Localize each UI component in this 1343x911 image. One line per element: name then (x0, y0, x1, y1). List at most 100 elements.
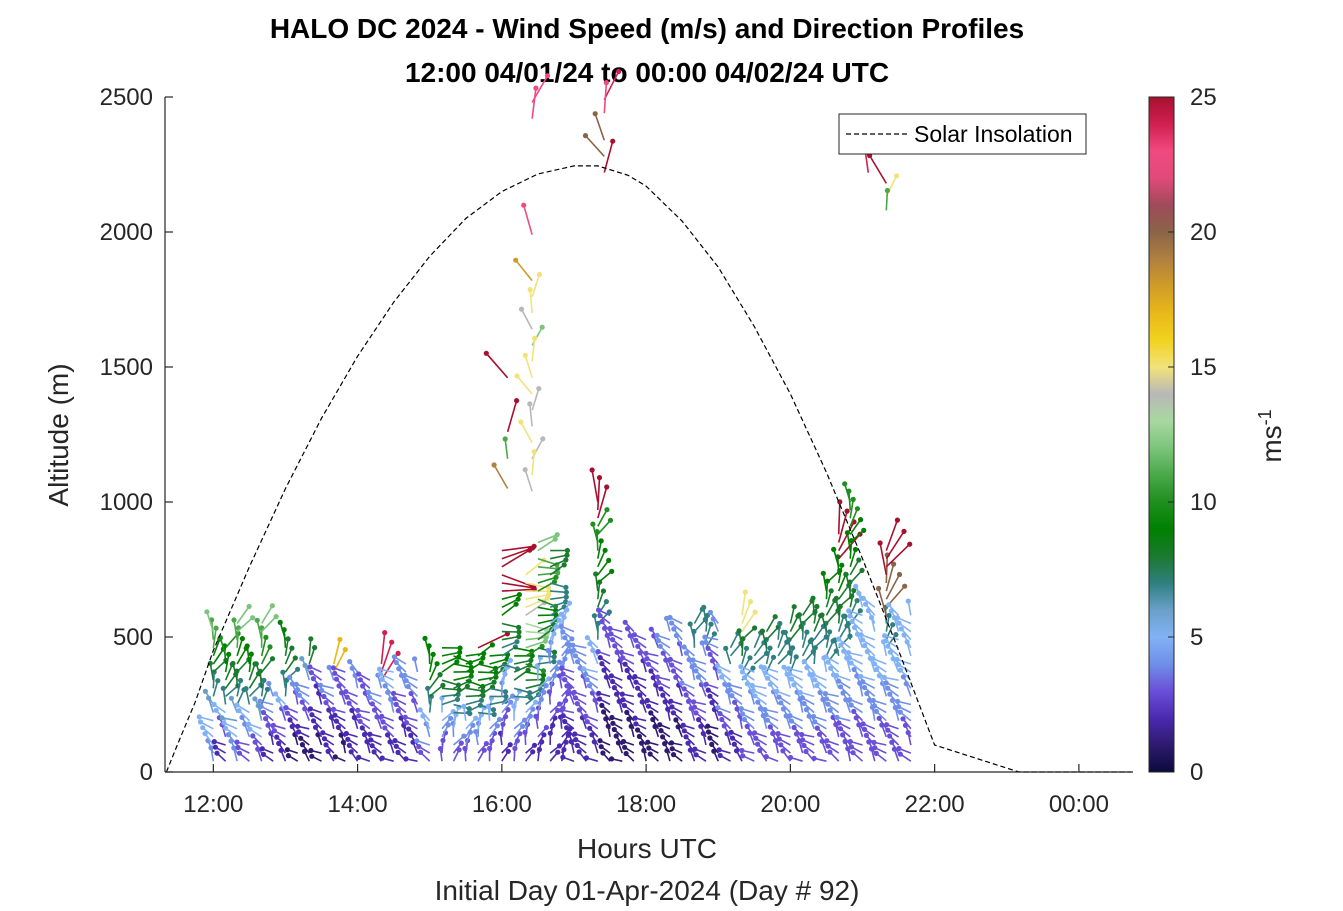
wind-barb-head (522, 467, 528, 473)
wind-barb-head (816, 731, 823, 737)
wind-barb-head (590, 521, 596, 527)
wind-barb-head (307, 706, 313, 712)
wind-barb-shaft (525, 601, 545, 617)
wind-barb-shaft (597, 540, 602, 559)
wind-barb-head (564, 725, 570, 731)
wind-barb-shaft (801, 600, 813, 616)
wind-barb-head (491, 711, 497, 718)
wind-barb-head (571, 647, 577, 654)
wind-barb-shaft (810, 639, 815, 657)
wind-barb-head (346, 700, 352, 706)
wind-barb-shaft (812, 598, 815, 616)
wind-barb-head (897, 751, 903, 757)
wind-barb-head (738, 706, 744, 712)
wind-barb-shaft (525, 630, 548, 635)
wind-barb-shaft (741, 611, 756, 633)
wind-barb-head (496, 716, 503, 723)
wind-barb-head (292, 655, 298, 661)
wind-barb-shaft (537, 655, 555, 658)
wind-barb-shaft (525, 671, 544, 676)
wind-barb-shaft (550, 596, 567, 600)
wind-barb-head (252, 739, 258, 745)
wind-barb-shaft (845, 574, 852, 592)
wind-barb-shaft (813, 636, 827, 649)
wind-barb-head (845, 650, 852, 656)
wind-barb-shaft (537, 618, 556, 625)
wind-barb-shaft (596, 477, 601, 511)
wind-barb-head (395, 749, 401, 756)
wind-barb-head (719, 716, 725, 723)
wind-barb-head (803, 707, 810, 713)
wind-barb-shaft (885, 190, 889, 211)
wind-barb-head (348, 749, 354, 755)
wind-barb-head (680, 722, 686, 728)
wind-barb-head (607, 517, 614, 523)
wind-barb-shaft (825, 631, 831, 648)
wind-barb-head (234, 739, 240, 745)
wind-barb-head (877, 540, 883, 546)
wind-barb-shaft (224, 673, 237, 689)
wind-barb-head (332, 670, 338, 676)
wind-barb-head (673, 674, 679, 680)
wind-barb-head (619, 691, 625, 697)
wind-barb-head (753, 735, 759, 741)
wind-barb-shaft (849, 529, 865, 544)
wind-barb-head (670, 752, 677, 758)
wind-barb-head (738, 664, 744, 670)
wind-barb-head (284, 710, 290, 716)
wind-barb-head (876, 715, 882, 721)
wind-barb-head (516, 592, 523, 598)
wind-barb-head (732, 699, 738, 705)
wind-barb-head (273, 614, 279, 620)
wind-barb-shaft (493, 464, 509, 489)
wind-barb-head (811, 755, 817, 761)
y-tick-label: 1000 (100, 489, 153, 516)
wind-barb-shaft (465, 679, 484, 688)
wind-barb-head (395, 650, 401, 657)
wind-barb-head (598, 538, 604, 544)
wind-barb-shaft (525, 678, 543, 681)
wind-barb-head (646, 745, 652, 751)
wind-barb-head (296, 692, 302, 698)
wind-barb-shaft (549, 559, 567, 568)
wind-barb-head (574, 701, 580, 707)
wind-barb-head (860, 637, 866, 643)
wind-barb-head (508, 699, 514, 705)
wind-barb-head (250, 733, 256, 739)
wind-barb-head (847, 697, 853, 703)
wind-barb-shaft (525, 663, 544, 672)
wind-barb-shaft (837, 501, 841, 535)
wind-barb-head (473, 729, 479, 735)
wind-barb-head (884, 187, 891, 194)
wind-barb-head (844, 508, 850, 514)
wind-barb-shaft (531, 388, 540, 411)
wind-barb-shaft (279, 622, 287, 640)
wind-barb-head (371, 749, 377, 755)
wind-barb-shaft (513, 659, 532, 665)
wind-barb-head (905, 598, 911, 604)
wind-barb-head (847, 613, 853, 619)
wind-barb-head (596, 690, 602, 696)
wind-barb-head (267, 644, 273, 650)
wind-barb-head (591, 613, 598, 619)
wind-barb-head (838, 684, 844, 690)
wind-barb-head (464, 683, 470, 689)
wind-barb-head (763, 754, 769, 760)
wind-barb-head (406, 726, 412, 732)
wind-barb-head (847, 738, 853, 745)
wind-barb-head (570, 642, 576, 648)
wind-barb-head (403, 678, 409, 684)
wind-barb-shaft (844, 615, 852, 632)
wind-barb-head (687, 621, 693, 627)
wind-barb-head (551, 649, 558, 655)
wind-barb-shaft (260, 605, 274, 624)
wind-barb-head (346, 742, 352, 749)
wind-barb-head (788, 676, 795, 682)
wind-barb-head (873, 708, 880, 715)
wind-barb-head (709, 741, 715, 748)
wind-barb-head (752, 730, 758, 736)
wind-barb-shaft (441, 651, 460, 657)
wind-barb-head (382, 683, 388, 689)
wind-barb-head (733, 748, 740, 754)
